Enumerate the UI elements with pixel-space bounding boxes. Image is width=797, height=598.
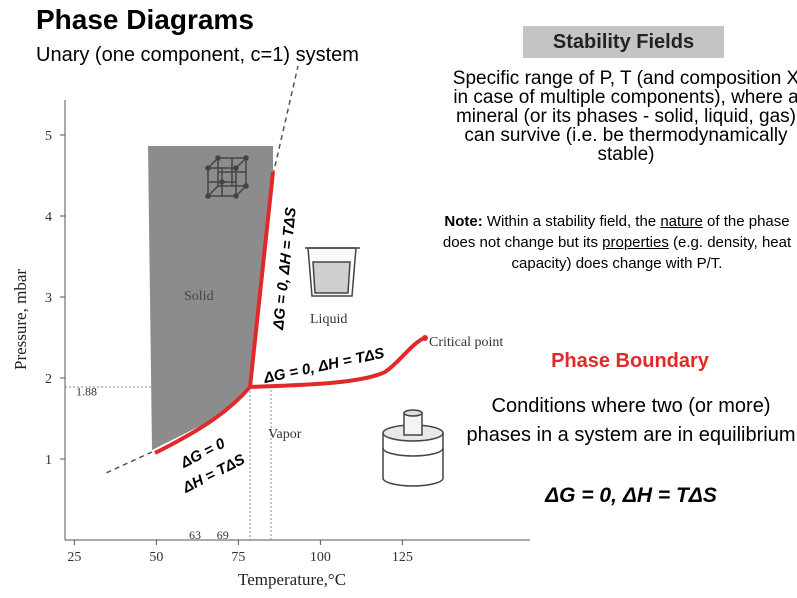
- crystal-lattice-icon: [205, 155, 249, 199]
- melting-boundary: [248, 171, 275, 388]
- y-tick-label: 3: [45, 291, 52, 306]
- note-word-nature: nature: [660, 213, 703, 230]
- sublimation-boundary: [154, 385, 252, 455]
- y-tick-label: 5: [45, 129, 52, 144]
- x-tick-label: 100: [310, 550, 331, 565]
- vaporization-boundary-label: ΔG = 0, ΔH = TΔS: [261, 345, 386, 387]
- critical-point-label: Critical point: [429, 335, 503, 350]
- solid-field: [148, 146, 273, 450]
- melting-boundary-label: ΔG = 0, ΔH = TΔS: [270, 207, 300, 332]
- x-axis-label: Temperature,°C: [238, 570, 346, 589]
- sublimation-extension-dashed: [105, 451, 153, 474]
- x-tick-label: 50: [149, 550, 163, 565]
- stability-note: Note: Within a stability field, the natu…: [437, 211, 797, 274]
- x-tick-label: 25: [67, 550, 81, 565]
- phase-boundary-description: Conditions where two (or more) phases in…: [466, 395, 796, 446]
- critical-point-marker: [422, 335, 428, 341]
- region-label-liquid: Liquid: [310, 312, 347, 327]
- y-axis-label: Pressure, mbar: [11, 269, 30, 370]
- phase-boundary-heading: Phase Boundary: [551, 350, 709, 372]
- y-tick-label: 4: [45, 210, 52, 225]
- melting-extension-dashed: [272, 65, 299, 176]
- region-label-vapor: Vapor: [268, 427, 302, 442]
- extra-y-tick-label: 1.88: [76, 385, 97, 399]
- note-text-2: of the phase does not change but its: [442, 213, 790, 251]
- extra-x-tick-label: 69: [217, 528, 229, 542]
- axis-tick-labels: 25 50 75 100 125 1 2 3 4 5 63 69 1.88: [45, 129, 413, 565]
- extra-x-tick-label: 63: [189, 528, 201, 542]
- note-text-1: Within a stability field, the: [482, 213, 661, 230]
- vaporization-boundary: [249, 336, 425, 389]
- note-text-3: (e.g. density, heat capacity) does chang…: [511, 234, 792, 272]
- x-tick-label: 125: [392, 550, 413, 565]
- piston-cylinder-icon: [382, 409, 444, 487]
- y-tick-label: 2: [45, 372, 52, 387]
- phase-boundary-equation: ΔG = 0, ΔH = TΔS: [545, 484, 717, 507]
- note-word-properties: properties: [602, 234, 669, 251]
- y-tick-label: 1: [45, 453, 52, 468]
- axis-ticks: [60, 134, 403, 545]
- page-title: Phase Diagrams: [36, 4, 254, 35]
- x-tick-label: 75: [231, 550, 245, 565]
- note-label: Note:: [444, 213, 483, 230]
- stability-fields-heading: Stability Fields: [523, 26, 724, 58]
- stability-fields-description: Specific range of P, T (and composition …: [452, 68, 797, 165]
- page-subtitle: Unary (one component, c=1) system: [36, 44, 359, 66]
- region-label-solid: Solid: [184, 289, 214, 304]
- beaker-icon: [305, 247, 360, 297]
